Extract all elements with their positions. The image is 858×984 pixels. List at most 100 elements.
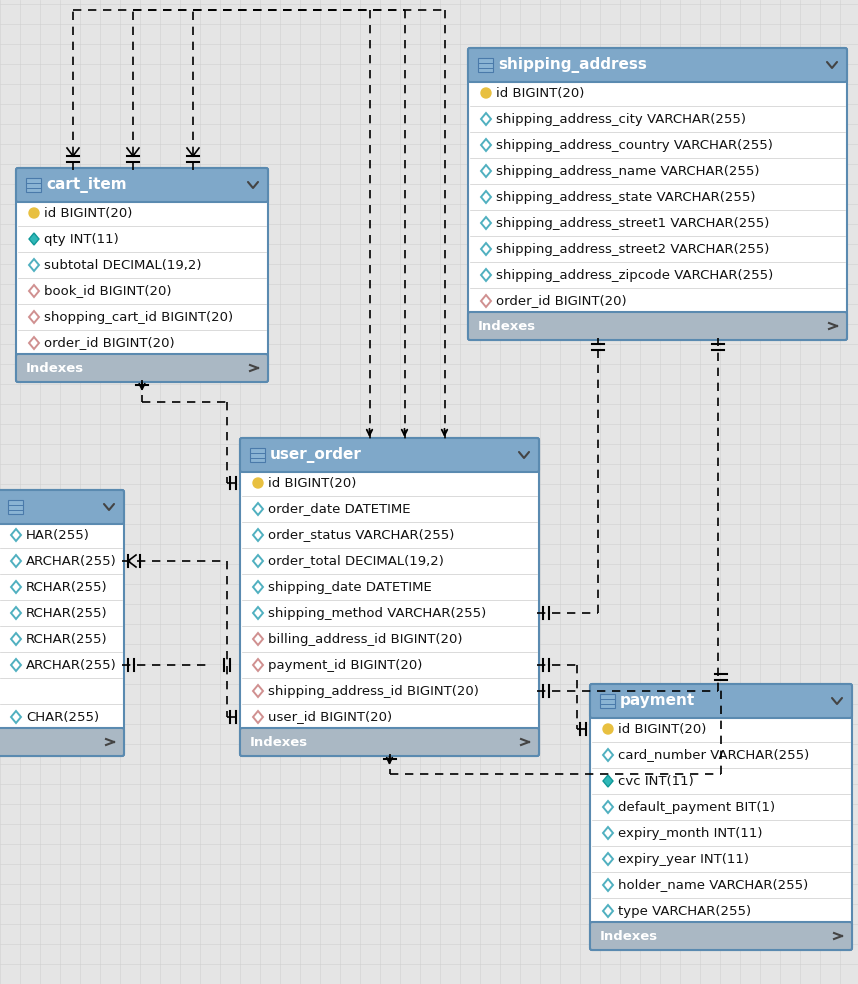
Text: user_id BIGINT(20): user_id BIGINT(20) — [268, 710, 392, 723]
Text: expiry_month INT(11): expiry_month INT(11) — [618, 827, 763, 839]
Polygon shape — [11, 659, 21, 671]
Text: id BIGINT(20): id BIGINT(20) — [618, 722, 706, 735]
Text: RCHAR(255): RCHAR(255) — [26, 581, 107, 593]
Polygon shape — [11, 529, 21, 541]
Text: shipping_address_name VARCHAR(255): shipping_address_name VARCHAR(255) — [496, 164, 759, 177]
Polygon shape — [481, 243, 491, 255]
Text: holder_name VARCHAR(255): holder_name VARCHAR(255) — [618, 879, 808, 892]
Polygon shape — [29, 259, 39, 271]
Text: id BIGINT(20): id BIGINT(20) — [44, 207, 132, 219]
Polygon shape — [11, 581, 21, 593]
FancyBboxPatch shape — [590, 684, 852, 718]
Text: user_order: user_order — [270, 447, 362, 463]
Polygon shape — [603, 801, 613, 813]
Polygon shape — [11, 607, 21, 619]
FancyBboxPatch shape — [0, 490, 124, 524]
Text: shipping_address_city VARCHAR(255): shipping_address_city VARCHAR(255) — [496, 112, 746, 126]
Circle shape — [29, 208, 39, 218]
Polygon shape — [481, 139, 491, 151]
Text: ARCHAR(255): ARCHAR(255) — [26, 658, 117, 671]
FancyBboxPatch shape — [240, 728, 539, 756]
FancyBboxPatch shape — [16, 168, 268, 382]
Text: qty INT(11): qty INT(11) — [44, 232, 118, 245]
FancyBboxPatch shape — [468, 48, 847, 340]
Text: Indexes: Indexes — [250, 735, 308, 749]
Text: type VARCHAR(255): type VARCHAR(255) — [618, 904, 751, 917]
Polygon shape — [11, 555, 21, 567]
Text: card_number VARCHAR(255): card_number VARCHAR(255) — [618, 749, 809, 762]
Text: payment: payment — [620, 694, 695, 708]
Polygon shape — [603, 879, 613, 891]
Polygon shape — [253, 607, 263, 619]
Text: shipping_address_street1 VARCHAR(255): shipping_address_street1 VARCHAR(255) — [496, 216, 770, 229]
Bar — [8, 500, 23, 514]
Bar — [478, 58, 493, 72]
Text: HAR(255): HAR(255) — [26, 528, 90, 541]
Polygon shape — [11, 633, 21, 645]
Text: billing_address_id BIGINT(20): billing_address_id BIGINT(20) — [268, 633, 462, 646]
Polygon shape — [253, 633, 263, 645]
Text: shipping_address_state VARCHAR(255): shipping_address_state VARCHAR(255) — [496, 191, 756, 204]
FancyBboxPatch shape — [590, 922, 852, 950]
Polygon shape — [29, 311, 39, 323]
Text: expiry_year INT(11): expiry_year INT(11) — [618, 852, 749, 866]
Text: Indexes: Indexes — [26, 361, 84, 375]
Polygon shape — [481, 217, 491, 229]
Text: shipping_address_street2 VARCHAR(255): shipping_address_street2 VARCHAR(255) — [496, 242, 770, 256]
Polygon shape — [253, 581, 263, 593]
Polygon shape — [11, 711, 21, 723]
Text: shipping_address: shipping_address — [498, 57, 647, 73]
Bar — [600, 694, 615, 708]
Polygon shape — [603, 827, 613, 839]
Polygon shape — [603, 775, 613, 787]
Text: cart_item: cart_item — [46, 177, 127, 193]
Bar — [250, 448, 265, 462]
Text: order_date DATETIME: order_date DATETIME — [268, 503, 410, 516]
Text: shipping_address_zipcode VARCHAR(255): shipping_address_zipcode VARCHAR(255) — [496, 269, 773, 281]
Polygon shape — [603, 905, 613, 917]
Circle shape — [253, 478, 263, 488]
Polygon shape — [253, 555, 263, 567]
FancyBboxPatch shape — [0, 728, 124, 756]
Text: Indexes: Indexes — [478, 320, 536, 333]
Text: shipping_method VARCHAR(255): shipping_method VARCHAR(255) — [268, 606, 486, 620]
Polygon shape — [253, 529, 263, 541]
FancyBboxPatch shape — [590, 684, 852, 950]
FancyBboxPatch shape — [468, 48, 847, 82]
FancyBboxPatch shape — [16, 354, 268, 382]
Text: order_status VARCHAR(255): order_status VARCHAR(255) — [268, 528, 455, 541]
Circle shape — [481, 88, 491, 98]
Text: shipping_address_id BIGINT(20): shipping_address_id BIGINT(20) — [268, 685, 479, 698]
Polygon shape — [253, 685, 263, 697]
Polygon shape — [253, 503, 263, 515]
Text: ARCHAR(255): ARCHAR(255) — [26, 555, 117, 568]
Text: order_id BIGINT(20): order_id BIGINT(20) — [496, 294, 626, 307]
Text: book_id BIGINT(20): book_id BIGINT(20) — [44, 284, 172, 297]
Text: default_payment BIT(1): default_payment BIT(1) — [618, 801, 775, 814]
Text: RCHAR(255): RCHAR(255) — [26, 633, 107, 646]
Text: shipping_date DATETIME: shipping_date DATETIME — [268, 581, 432, 593]
Polygon shape — [481, 113, 491, 125]
Text: RCHAR(255): RCHAR(255) — [26, 606, 107, 620]
FancyBboxPatch shape — [468, 312, 847, 340]
Polygon shape — [29, 337, 39, 349]
Text: cvc INT(11): cvc INT(11) — [618, 774, 694, 787]
Text: Indexes: Indexes — [600, 930, 658, 943]
Text: payment_id BIGINT(20): payment_id BIGINT(20) — [268, 658, 422, 671]
FancyBboxPatch shape — [240, 438, 539, 756]
Polygon shape — [29, 233, 39, 245]
Circle shape — [603, 724, 613, 734]
FancyBboxPatch shape — [0, 490, 124, 756]
Text: id BIGINT(20): id BIGINT(20) — [496, 87, 584, 99]
Polygon shape — [603, 749, 613, 761]
Polygon shape — [481, 269, 491, 281]
Text: shipping_address_country VARCHAR(255): shipping_address_country VARCHAR(255) — [496, 139, 773, 152]
Polygon shape — [253, 659, 263, 671]
Text: shopping_cart_id BIGINT(20): shopping_cart_id BIGINT(20) — [44, 311, 233, 324]
Text: id BIGINT(20): id BIGINT(20) — [268, 476, 356, 489]
Polygon shape — [481, 191, 491, 203]
Polygon shape — [253, 711, 263, 723]
Text: order_total DECIMAL(19,2): order_total DECIMAL(19,2) — [268, 555, 444, 568]
Polygon shape — [29, 285, 39, 297]
Bar — [26, 178, 41, 192]
